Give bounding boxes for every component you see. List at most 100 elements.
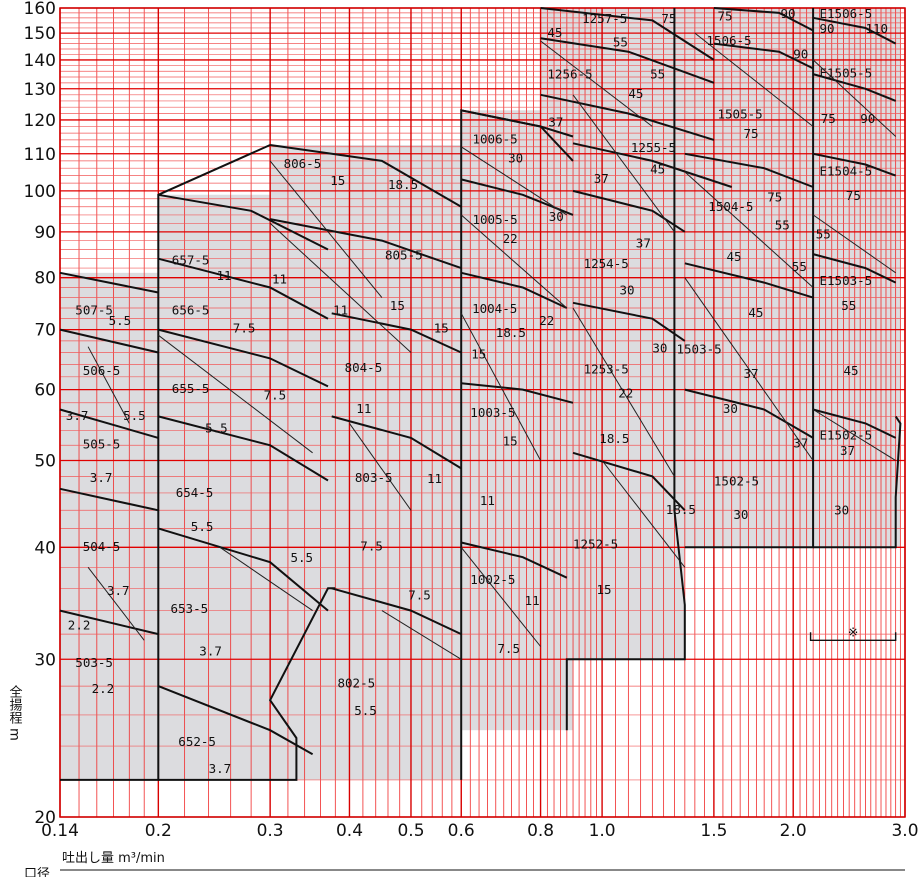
model-label: 37 <box>636 235 651 250</box>
motor-boundary <box>572 307 675 477</box>
motor-boundary <box>812 59 897 137</box>
x-tick-label: 3.0 <box>891 821 918 841</box>
model-label: 45 <box>628 86 643 101</box>
axis-ticks: 0.14 0.2 0.3 0.4 0.5 0.6 0.8 1.0 1.5 2.0 3.0 20 30 40… <box>24 0 919 841</box>
model-label: 802-5 <box>338 676 376 691</box>
model-label: 110 <box>866 21 889 36</box>
model-label: 55 <box>650 66 665 81</box>
model-label: 22 <box>503 231 518 246</box>
head-curve <box>59 408 159 439</box>
model-label: 7.5 <box>360 538 383 553</box>
model-label: E1505-5 <box>820 66 873 81</box>
model-label: 11 <box>333 302 348 317</box>
y-tick-label: 110 <box>24 145 56 165</box>
model-label: 75 <box>661 11 676 26</box>
head-curve <box>540 37 715 84</box>
model-label: 657-5 <box>172 252 210 267</box>
model-label: 55 <box>792 259 807 274</box>
model-label: 3.7 <box>107 583 130 598</box>
grid <box>59 7 906 818</box>
model-label: 18.5 <box>496 325 526 340</box>
x-tick-label: 0.3 <box>257 821 284 841</box>
range-outline <box>813 415 902 549</box>
head-curve <box>540 7 715 61</box>
model-label: 507-5 <box>75 302 113 317</box>
model-label: E1503-5 <box>820 273 873 288</box>
y-tick-label: 90 <box>34 223 56 243</box>
model-label: 45 <box>844 363 859 378</box>
model-label: 37 <box>793 436 808 451</box>
model-label: 5.5 <box>123 408 146 423</box>
motor-boundary <box>684 277 814 461</box>
head-curve <box>684 262 814 299</box>
head-curve <box>812 152 897 177</box>
model-label: 75 <box>846 188 861 203</box>
x-tick-label: 1.5 <box>700 821 727 841</box>
head-curve <box>572 301 686 342</box>
model-label: 55 <box>816 226 831 241</box>
model-label: 11 <box>272 272 287 287</box>
head-curve <box>460 541 568 579</box>
motor-boundary <box>684 171 814 288</box>
model-label: 75 <box>718 8 733 23</box>
model-label: 7.5 <box>497 641 520 656</box>
y-tick-label: 40 <box>34 538 56 558</box>
motor-boundary <box>812 214 896 274</box>
x-tick-label: 0.2 <box>145 821 172 841</box>
model-label: 7.5 <box>264 387 287 402</box>
performance-curves <box>59 7 902 781</box>
model-label: 15 <box>330 173 345 188</box>
model-label: 55 <box>775 218 790 233</box>
note-range: ※ <box>60 624 905 871</box>
motor-boundary <box>460 546 541 647</box>
model-label: 11 <box>217 268 232 283</box>
head-curve <box>461 382 574 404</box>
x-tick-label: 1.0 <box>589 821 616 841</box>
range-outline <box>60 144 271 781</box>
motor-boundary <box>269 222 412 353</box>
y-tick-label: 80 <box>34 269 56 289</box>
head-curve <box>540 93 715 141</box>
model-label: 653-5 <box>171 601 209 616</box>
model-label: 30 <box>723 401 738 416</box>
range-area-4 <box>540 8 685 660</box>
model-label: 18.5 <box>666 502 696 517</box>
head-curve <box>157 685 314 756</box>
model-label: 1256-5 <box>547 66 592 81</box>
model-label: 5.5 <box>354 703 377 718</box>
model-label: 30 <box>549 209 564 224</box>
model-label: 2.2 <box>68 617 91 632</box>
plot-frame <box>59 7 906 818</box>
model-label: 90 <box>793 47 808 62</box>
head-curve <box>461 109 574 162</box>
model-label: 806-5 <box>284 156 322 171</box>
head-curve <box>572 451 686 511</box>
motor-boundary <box>157 334 313 454</box>
motor-boundary <box>572 94 675 233</box>
model-label: 30 <box>508 151 523 166</box>
model-label: 15 <box>597 582 612 597</box>
model-label: 1505-5 <box>718 106 763 121</box>
model-label: 45 <box>748 305 763 320</box>
x-tick-label: 0.8 <box>527 821 554 841</box>
model-label: 1255-5 <box>631 140 676 155</box>
model-label: 1254-5 <box>584 256 629 271</box>
head-curve <box>713 7 814 32</box>
model-label: 15 <box>390 298 405 313</box>
model-label: 1006-5 <box>473 131 518 146</box>
x-tick-label: 0.5 <box>397 821 424 841</box>
model-label: 45 <box>547 25 562 40</box>
head-curve <box>684 152 814 188</box>
model-label: 2.2 <box>92 681 115 696</box>
model-label: 804-5 <box>345 360 383 375</box>
model-label: 655-5 <box>172 381 210 396</box>
model-label: 18.5 <box>599 431 629 446</box>
y-tick-label: 160 <box>24 0 56 19</box>
head-curve <box>331 415 462 470</box>
model-label: 503-5 <box>75 655 113 670</box>
model-label: 803-5 <box>355 470 393 485</box>
x-axis-label: 吐出し量 m³/min <box>62 851 165 866</box>
model-label: 505-5 <box>83 436 121 451</box>
